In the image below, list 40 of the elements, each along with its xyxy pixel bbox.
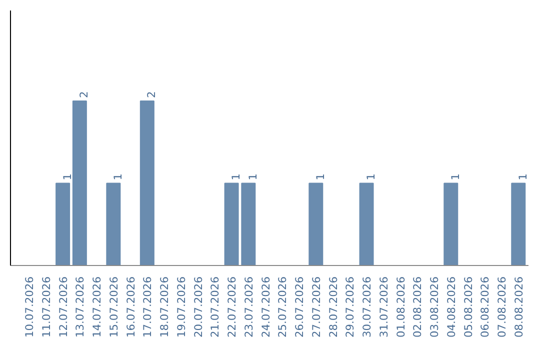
x-tick-label: 20.07.2026	[192, 276, 205, 338]
x-tick-label: 26.07.2026	[293, 276, 306, 338]
x-tick-label: 28.07.2026	[326, 276, 340, 338]
data-label: 2	[78, 91, 91, 98]
data-label: 2	[145, 91, 158, 98]
x-tick-label: 15.07.2026	[107, 276, 120, 338]
x-tick-label: 25.07.2026	[276, 276, 290, 338]
data-label: 1	[448, 173, 462, 180]
x-tick-label: 04.08.2026	[444, 276, 458, 338]
data-label: 1	[246, 173, 260, 180]
x-tick-label: 11.07.2026	[40, 276, 53, 338]
x-tick-label: 08.08.2026	[512, 276, 526, 338]
data-label: 1	[111, 173, 124, 180]
x-tick-label: 17.07.2026	[141, 276, 154, 338]
x-tick-label: 06.08.2026	[478, 276, 492, 338]
x-tick-label: 23.07.2026	[242, 276, 256, 338]
x-tick-label: 27.07.2026	[310, 276, 323, 338]
x-tick-label: 30.07.2026	[360, 276, 374, 338]
x-tick-label: 24.07.2026	[259, 276, 272, 338]
data-label: 1	[314, 173, 327, 180]
data-label: 1	[60, 173, 74, 180]
x-tick-label: 19.07.2026	[174, 276, 188, 338]
x-tick-label: 12.07.2026	[56, 276, 70, 338]
data-label: 1	[364, 173, 378, 180]
x-tick-label: 16.07.2026	[124, 276, 138, 338]
x-tick-label: 01.08.2026	[394, 276, 408, 338]
x-tick-label: 07.08.2026	[496, 276, 509, 338]
x-tick-label: 02.08.2026	[411, 276, 424, 338]
x-tick-label: 03.08.2026	[428, 276, 442, 338]
data-label: 1	[230, 173, 243, 180]
x-tick-label: 05.08.2026	[462, 276, 475, 338]
data-label: 1	[516, 173, 530, 180]
x-tick-label: 10.07.2026	[23, 276, 36, 338]
x-tick-label: 18.07.2026	[158, 276, 172, 338]
x-tick-label: 14.07.2026	[90, 276, 104, 338]
x-tick-label: 13.07.2026	[74, 276, 87, 338]
x-tick-label: 22.07.2026	[226, 276, 239, 338]
x-tick-label: 29.07.2026	[344, 276, 357, 338]
x-tick-label: 21.07.2026	[208, 276, 222, 338]
x-tick-label: 31.07.2026	[377, 276, 390, 338]
